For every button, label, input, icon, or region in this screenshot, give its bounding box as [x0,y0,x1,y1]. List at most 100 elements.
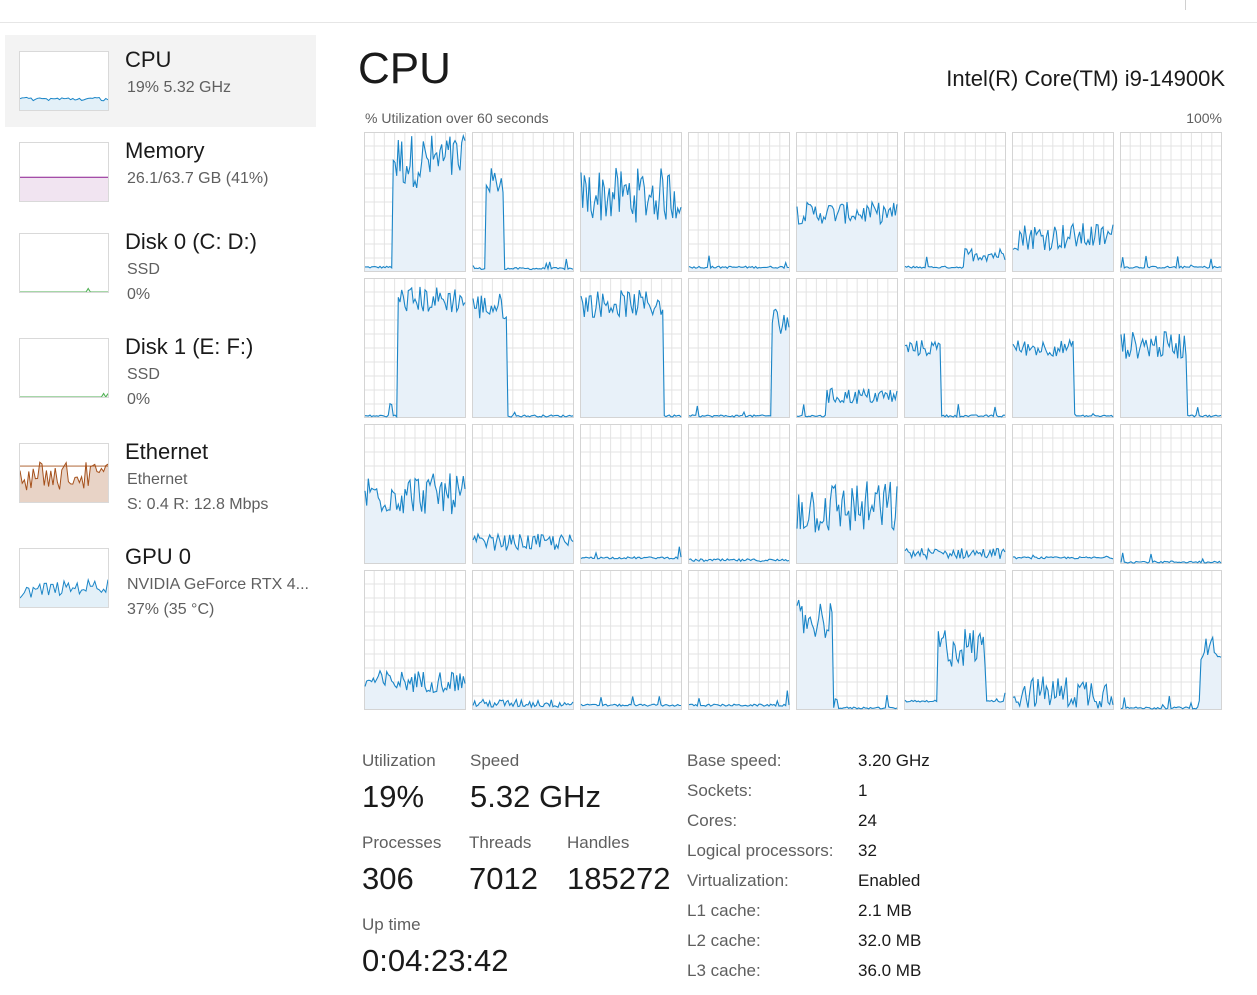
speed-value: 5.32 GHz [470,779,601,814]
uptime-label: Up time [362,915,421,934]
cores-label: Cores: [687,811,738,830]
sidebar-item-subtitle: SSD [127,261,160,278]
core-graph [904,424,1006,564]
handles-label: Handles [567,833,630,852]
core-graph [472,278,574,418]
sidebar-item-disk1[interactable]: Disk 1 (E: F:) SSD 0% [5,322,316,414]
thumbnail-area [20,393,108,397]
sidebar-item-ethernet[interactable]: Ethernet Ethernet S: 0.4 R: 12.8 Mbps [5,427,316,519]
virtualization-value: Enabled [858,871,921,890]
core-graph [1120,132,1222,272]
speed-label: Speed [470,751,520,770]
logical-processors-label: Logical processors: [687,841,834,860]
base-speed-value: 3.20 GHz [858,751,930,770]
sidebar-item-subtitle: NVIDIA GeForce RTX 4... [127,576,309,593]
thumbnail-area [20,97,108,110]
logical-processor-graphs [364,132,1224,710]
sidebar-item-memory[interactable]: Memory 26.1/63.7 GB (41%) [5,126,316,218]
sidebar-item-cpu[interactable]: CPU 19% 5.32 GHz [5,35,316,127]
disk1-thumbnail-graph [19,338,109,398]
core-graph [472,132,574,272]
l3-cache-label: L3 cache: [687,961,761,980]
thumbnail-line [20,577,108,599]
sidebar-item-title: Memory [125,138,205,163]
cores-value: 24 [858,811,877,830]
sidebar-item-title: Disk 1 (E: F:) [125,334,254,359]
core-graph [1012,570,1114,710]
utilization-label: Utilization [362,751,436,770]
threads-label: Threads [469,833,532,852]
thumbnail-area [20,462,108,502]
processes-value: 306 [362,861,414,896]
sidebar-item-title: GPU 0 [125,544,192,569]
thumbnail-area [20,579,108,607]
sockets-value: 1 [858,781,868,800]
threads-value: 7012 [469,861,538,896]
sidebar-item-subtitle2: 0% [127,286,151,303]
l2-cache-label: L2 cache: [687,931,761,950]
cpu-thumbnail-graph [19,51,109,111]
sidebar-item-gpu0[interactable]: GPU 0 NVIDIA GeForce RTX 4... 37% (35 °C… [5,532,316,624]
utilization-value: 19% [362,779,425,814]
processes-label: Processes [362,833,442,852]
gpu0-thumbnail-graph [19,548,109,608]
core-graph [1120,278,1222,418]
l2-cache-value: 32.0 MB [858,931,922,950]
ethernet-thumbnail-graph [19,443,109,503]
sidebar-item-subtitle2: 0% [127,391,151,408]
core-graph [364,570,466,710]
l1-cache-label: L1 cache: [687,901,761,920]
thumbnail-line [20,287,108,292]
sidebar-item-subtitle: 26.1/63.7 GB (41%) [127,170,269,187]
logical-processors-value: 32 [858,841,877,860]
core-graph [688,570,790,710]
core-graph [472,424,574,564]
core-graph [580,570,682,710]
core-graph [904,278,1006,419]
thumbnail-line [20,392,108,397]
sidebar-item-subtitle: Ethernet [127,471,188,488]
core-graph [1012,132,1114,272]
core-graph [364,424,466,564]
core-graph [688,132,790,272]
core-graph [580,132,682,272]
virtualization-label: Virtualization: [687,871,789,890]
core-graph [1120,424,1222,564]
title-bar [0,0,1257,23]
core-graph [1012,424,1114,564]
graph-max-label: 100% [1186,110,1222,126]
core-graph [904,132,1006,272]
page-title: CPU [358,44,451,93]
thumbnail-area [20,177,108,201]
graph-caption: % Utilization over 60 seconds [365,110,549,126]
sidebar-item-subtitle2: S: 0.4 R: 12.8 Mbps [127,496,269,513]
sidebar-item-title: Ethernet [125,439,209,464]
core-graph [472,570,574,710]
core-graph [688,278,790,418]
core-graph [796,132,898,272]
sidebar-item-subtitle: SSD [127,366,160,383]
core-graph [796,570,898,710]
core-graph [580,424,682,564]
core-graph [364,278,466,419]
core-graph [904,570,1006,710]
sidebar-item-disk0[interactable]: Disk 0 (C: D:) SSD 0% [5,217,316,309]
handles-value: 185272 [567,861,671,896]
l1-cache-value: 2.1 MB [858,901,912,920]
sidebar-item-subtitle: 19% 5.32 GHz [127,79,232,96]
memory-thumbnail-graph [19,142,109,202]
core-graph [796,278,898,418]
core-graph [364,132,466,272]
sidebar-item-subtitle2: 37% (35 °C) [127,601,215,618]
title-bar-divider [1185,0,1186,10]
core-graph [796,424,898,564]
thumbnail-area [20,288,108,292]
uptime-value: 0:04:23:42 [362,943,509,978]
sockets-label: Sockets: [687,781,753,800]
core-graph [688,424,790,564]
core-graph [1012,278,1114,418]
sidebar-item-title: CPU [125,47,172,72]
core-graph [1120,570,1222,710]
sidebar: CPU 19% 5.32 GHz Memory 26.1/63.7 GB (41… [0,22,330,995]
l3-cache-value: 36.0 MB [858,961,922,980]
